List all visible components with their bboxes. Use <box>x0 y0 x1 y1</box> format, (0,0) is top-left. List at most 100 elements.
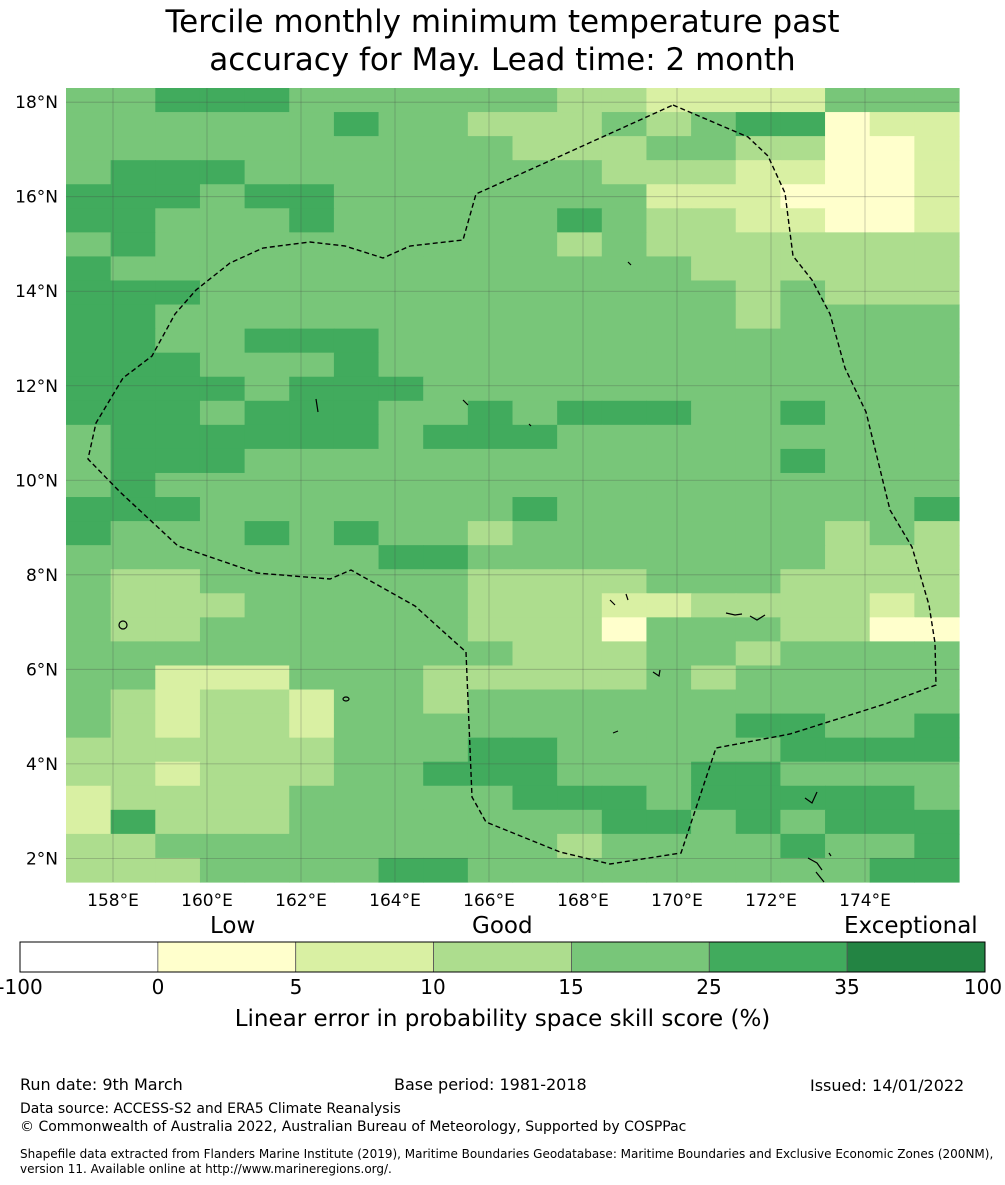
heatmap-cell <box>244 448 290 474</box>
heatmap-cell <box>423 304 469 330</box>
latitude-label: 18°N <box>15 93 58 113</box>
heatmap-cell <box>110 112 156 137</box>
longitude-label: 168°E <box>557 891 609 911</box>
heatmap-cell <box>825 424 871 450</box>
heatmap-cell <box>423 208 469 233</box>
heatmap-cell <box>691 376 737 402</box>
latitude-label: 12°N <box>15 377 58 397</box>
heatmap-cell <box>512 256 558 282</box>
heatmap-cell <box>557 641 603 667</box>
heatmap-cell <box>869 448 915 474</box>
heatmap-cell <box>646 136 692 161</box>
heatmap-cell <box>601 593 648 618</box>
heatmap-cell <box>780 400 826 426</box>
heatmap-cell <box>378 256 424 282</box>
island <box>804 791 818 804</box>
heatmap-cell <box>333 593 380 618</box>
heatmap-cell <box>155 713 201 739</box>
heatmap-cell <box>512 232 558 258</box>
heatmap-cell <box>110 689 156 715</box>
heatmap-cell <box>601 88 648 113</box>
heatmap-cell <box>557 280 603 306</box>
heatmap-cell <box>735 472 781 498</box>
heatmap-cell <box>66 208 112 233</box>
heatmap-cell <box>199 352 246 378</box>
heatmap-cell <box>601 761 648 787</box>
heatmap-cell <box>512 833 558 859</box>
shapefile-credit-line-2: version 11. Available online at http://w… <box>20 1162 392 1176</box>
heatmap-cell <box>244 641 290 667</box>
heatmap-cell <box>780 833 826 859</box>
heatmap-cell <box>601 521 648 546</box>
heatmap-cell <box>512 184 558 209</box>
heatmap-cell <box>110 136 156 161</box>
heatmap-cell <box>378 497 424 522</box>
heatmap-cell <box>66 232 112 258</box>
heatmap-cell <box>825 641 871 667</box>
heatmap-cell <box>780 809 826 835</box>
heatmap-cell <box>735 376 781 402</box>
heatmap-cell <box>199 280 246 306</box>
colorbar-tick: 10 <box>420 975 446 999</box>
heatmap-cell <box>780 617 826 642</box>
heatmap-cell <box>825 593 871 618</box>
heatmap-cell <box>378 545 424 570</box>
heatmap-cell <box>646 400 692 426</box>
colorbar-segment <box>433 941 572 973</box>
heatmap-cell <box>735 160 781 185</box>
heatmap-cell <box>333 761 380 787</box>
heatmap-cell <box>333 545 380 570</box>
heatmap-cell <box>691 232 737 258</box>
heatmap-cell <box>244 400 290 426</box>
heatmap-cell <box>825 761 871 787</box>
colorbar-category-good: Good <box>472 913 533 939</box>
heatmap-cell <box>378 785 424 811</box>
heatmap-cell <box>512 160 558 185</box>
heatmap-cell <box>825 232 871 258</box>
heatmap-cell <box>467 424 514 450</box>
heatmap-cell <box>155 232 201 258</box>
heatmap-cell <box>869 376 915 402</box>
heatmap-cell <box>155 328 201 354</box>
heatmap-cell <box>289 280 335 306</box>
heatmap-cell <box>155 569 201 594</box>
heatmap-cell <box>199 665 246 691</box>
heatmap-cell <box>735 497 781 522</box>
heatmap-cell <box>691 424 737 450</box>
heatmap-cell <box>155 136 201 161</box>
heatmap-cell <box>467 352 514 378</box>
heatmap-cell <box>378 472 424 498</box>
heatmap-cell <box>155 857 201 883</box>
heatmap-cell <box>423 785 469 811</box>
heatmap-cell <box>66 112 112 137</box>
run-date: Run date: 9th March <box>20 1075 183 1094</box>
heatmap-cell <box>110 352 156 378</box>
heatmap-cell <box>66 424 112 450</box>
heatmap-cell <box>333 136 380 161</box>
heatmap-cell <box>155 761 201 787</box>
latitude-axis: 18°N 16°N 14°N 12°N 10°N 8°N 6°N 4°N 2°N <box>15 93 58 869</box>
colorbar-segment <box>295 941 434 973</box>
colorbar-tick: 15 <box>558 975 584 999</box>
heatmap-cell <box>110 232 156 258</box>
heatmap-cell <box>914 761 960 787</box>
copyright: © Commonwealth of Australia 2022, Austra… <box>20 1119 687 1135</box>
heatmap-cell <box>244 521 290 546</box>
heatmap-cell <box>512 497 558 522</box>
heatmap-cell <box>155 208 201 233</box>
heatmap-cell <box>423 833 469 859</box>
heatmap-cell <box>66 184 112 209</box>
heatmap-cell <box>691 304 737 330</box>
heatmap-cell <box>869 785 915 811</box>
heatmap-cell <box>155 641 201 667</box>
heatmap-cell <box>289 304 335 330</box>
heatmap-cell <box>691 497 737 522</box>
heatmap-cell <box>735 785 781 811</box>
heatmap-cell <box>914 112 960 137</box>
heatmap-cell <box>601 232 648 258</box>
colorbar-segment <box>19 941 159 973</box>
heatmap-cell <box>66 304 112 330</box>
heatmap-cell <box>155 448 201 474</box>
heatmap-cell <box>601 641 648 667</box>
heatmap-cell <box>199 737 246 763</box>
